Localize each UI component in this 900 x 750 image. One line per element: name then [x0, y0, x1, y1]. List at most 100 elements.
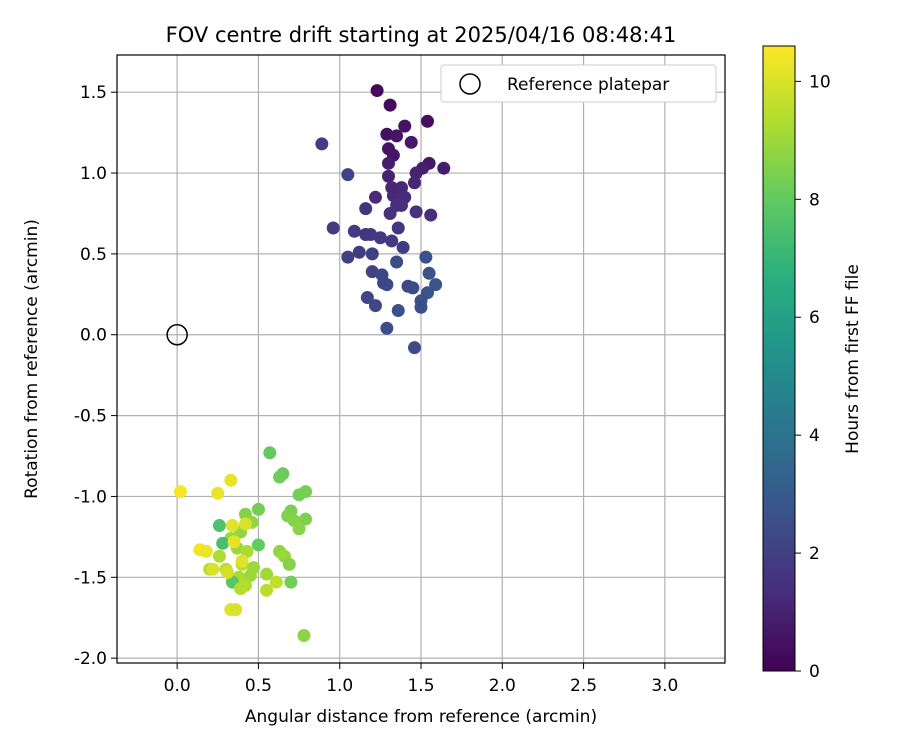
scatter-point — [365, 265, 379, 279]
x-tick-label: 1.5 — [407, 676, 434, 696]
scatter-point — [212, 519, 226, 533]
scatter-point — [284, 575, 298, 589]
y-tick-label: -0.5 — [74, 407, 107, 427]
scatter-point — [398, 119, 412, 133]
scatter-point — [391, 221, 405, 235]
colorbar-tick-label: 8 — [809, 190, 820, 210]
scatter-point — [212, 549, 226, 563]
scatter-point — [238, 517, 252, 531]
y-axis-ticks: -2.0 -1.5 -1.0 -0.5 0.0 0.5 1.0 1.5 — [74, 83, 117, 669]
chart-title: FOV centre drift starting at 2025/04/16 … — [166, 23, 677, 47]
x-axis-ticks: 0.0 0.5 1.0 1.5 2.0 2.5 3.0 — [164, 663, 678, 696]
x-tick-label: 2.5 — [570, 676, 597, 696]
scatter-point — [364, 227, 378, 241]
scatter-point — [269, 575, 283, 589]
scatter-point — [297, 629, 311, 643]
x-tick-label: 3.0 — [651, 676, 678, 696]
scatter-point — [404, 135, 418, 149]
scatter-point — [383, 206, 397, 220]
x-axis-label: Angular distance from reference (arcmin) — [245, 707, 597, 727]
scatter-point — [381, 169, 395, 183]
scatter-point — [390, 255, 404, 269]
scatter-point — [419, 250, 433, 264]
scatter-point — [273, 470, 287, 484]
scatter-point — [225, 519, 239, 533]
colorbar-tick-label: 4 — [809, 426, 820, 446]
scatter-point — [326, 221, 340, 235]
colorbar-gradient — [762, 45, 796, 672]
scatter-point — [243, 569, 257, 583]
scatter-point — [368, 299, 382, 313]
scatter-point — [173, 485, 187, 499]
scatter-point — [292, 522, 306, 536]
y-axis-label: Rotation from reference (arcmin) — [22, 219, 42, 499]
scatter-point — [380, 278, 394, 292]
scatter-point — [368, 190, 382, 204]
scatter-point — [359, 202, 373, 216]
colorbar-tick-label: 6 — [809, 308, 820, 328]
y-tick-label: -1.0 — [74, 487, 107, 507]
scatter-point — [383, 98, 397, 112]
y-tick-label: -2.0 — [74, 649, 107, 669]
scatter-point — [385, 234, 399, 248]
scatter-point — [216, 536, 230, 550]
scatter-point — [234, 582, 248, 596]
scatter-point — [221, 565, 235, 579]
scatter-point — [299, 512, 313, 526]
y-tick-label: 1.5 — [80, 83, 107, 103]
colorbar-tick-label: 0 — [809, 662, 820, 682]
scatter-point — [380, 321, 394, 335]
scatter-point — [380, 127, 394, 141]
colorbar-tick-label: 10 — [809, 72, 831, 92]
scatter-point — [370, 84, 384, 98]
scatter-point — [235, 554, 249, 568]
colorbar: 0 2 4 6 8 10 Hours from first FF file — [762, 45, 863, 682]
scatter-point — [407, 176, 421, 190]
scatter-point — [396, 240, 410, 254]
scatter-point — [406, 281, 420, 295]
scatter-point — [352, 245, 366, 259]
scatter-point — [414, 300, 428, 314]
scatter-point — [429, 278, 443, 292]
x-tick-label: 2.0 — [489, 676, 516, 696]
scatter-point — [360, 291, 374, 305]
reference-point — [166, 323, 188, 346]
scatter-point — [240, 544, 254, 558]
legend-entry-reference-platepar: Reference platepar — [507, 75, 669, 95]
x-tick-label: 0.0 — [164, 676, 191, 696]
scatter-point — [282, 557, 296, 571]
scatter-point — [211, 486, 225, 500]
colorbar-tick-label: 2 — [809, 544, 820, 564]
x-tick-label: 1.0 — [326, 676, 353, 696]
scatter-point — [341, 168, 355, 182]
scatter-point — [421, 114, 435, 128]
scatter-point — [422, 266, 436, 280]
data-points — [173, 84, 451, 643]
scatter-point — [251, 538, 265, 552]
colorbar-label: Hours from first FF file — [843, 264, 863, 454]
scatter-point — [347, 224, 361, 238]
scatter-point — [315, 137, 329, 151]
scatter-point — [424, 208, 438, 222]
scatter-point — [407, 341, 421, 355]
scatter-point — [224, 473, 238, 487]
scatter-point — [263, 446, 277, 460]
legend: Reference platepar — [440, 64, 717, 103]
scatter-point — [437, 161, 451, 175]
colorbar-ticks: 0 2 4 6 8 10 — [795, 72, 831, 682]
scatter-point — [391, 303, 405, 317]
y-tick-label: -1.5 — [74, 568, 107, 588]
legend-marker-icon — [459, 73, 481, 95]
scatter-point — [381, 156, 395, 170]
scatter-point — [365, 247, 379, 261]
scatter-point — [227, 535, 241, 549]
scatter-point — [251, 502, 265, 516]
scatter-point — [409, 205, 423, 219]
legend-box — [440, 64, 717, 103]
y-tick-label: 0.0 — [80, 326, 107, 346]
y-tick-label: 0.5 — [80, 245, 107, 265]
scatter-point — [390, 129, 404, 143]
scatter-point — [199, 544, 213, 558]
scatter-point — [260, 567, 274, 581]
